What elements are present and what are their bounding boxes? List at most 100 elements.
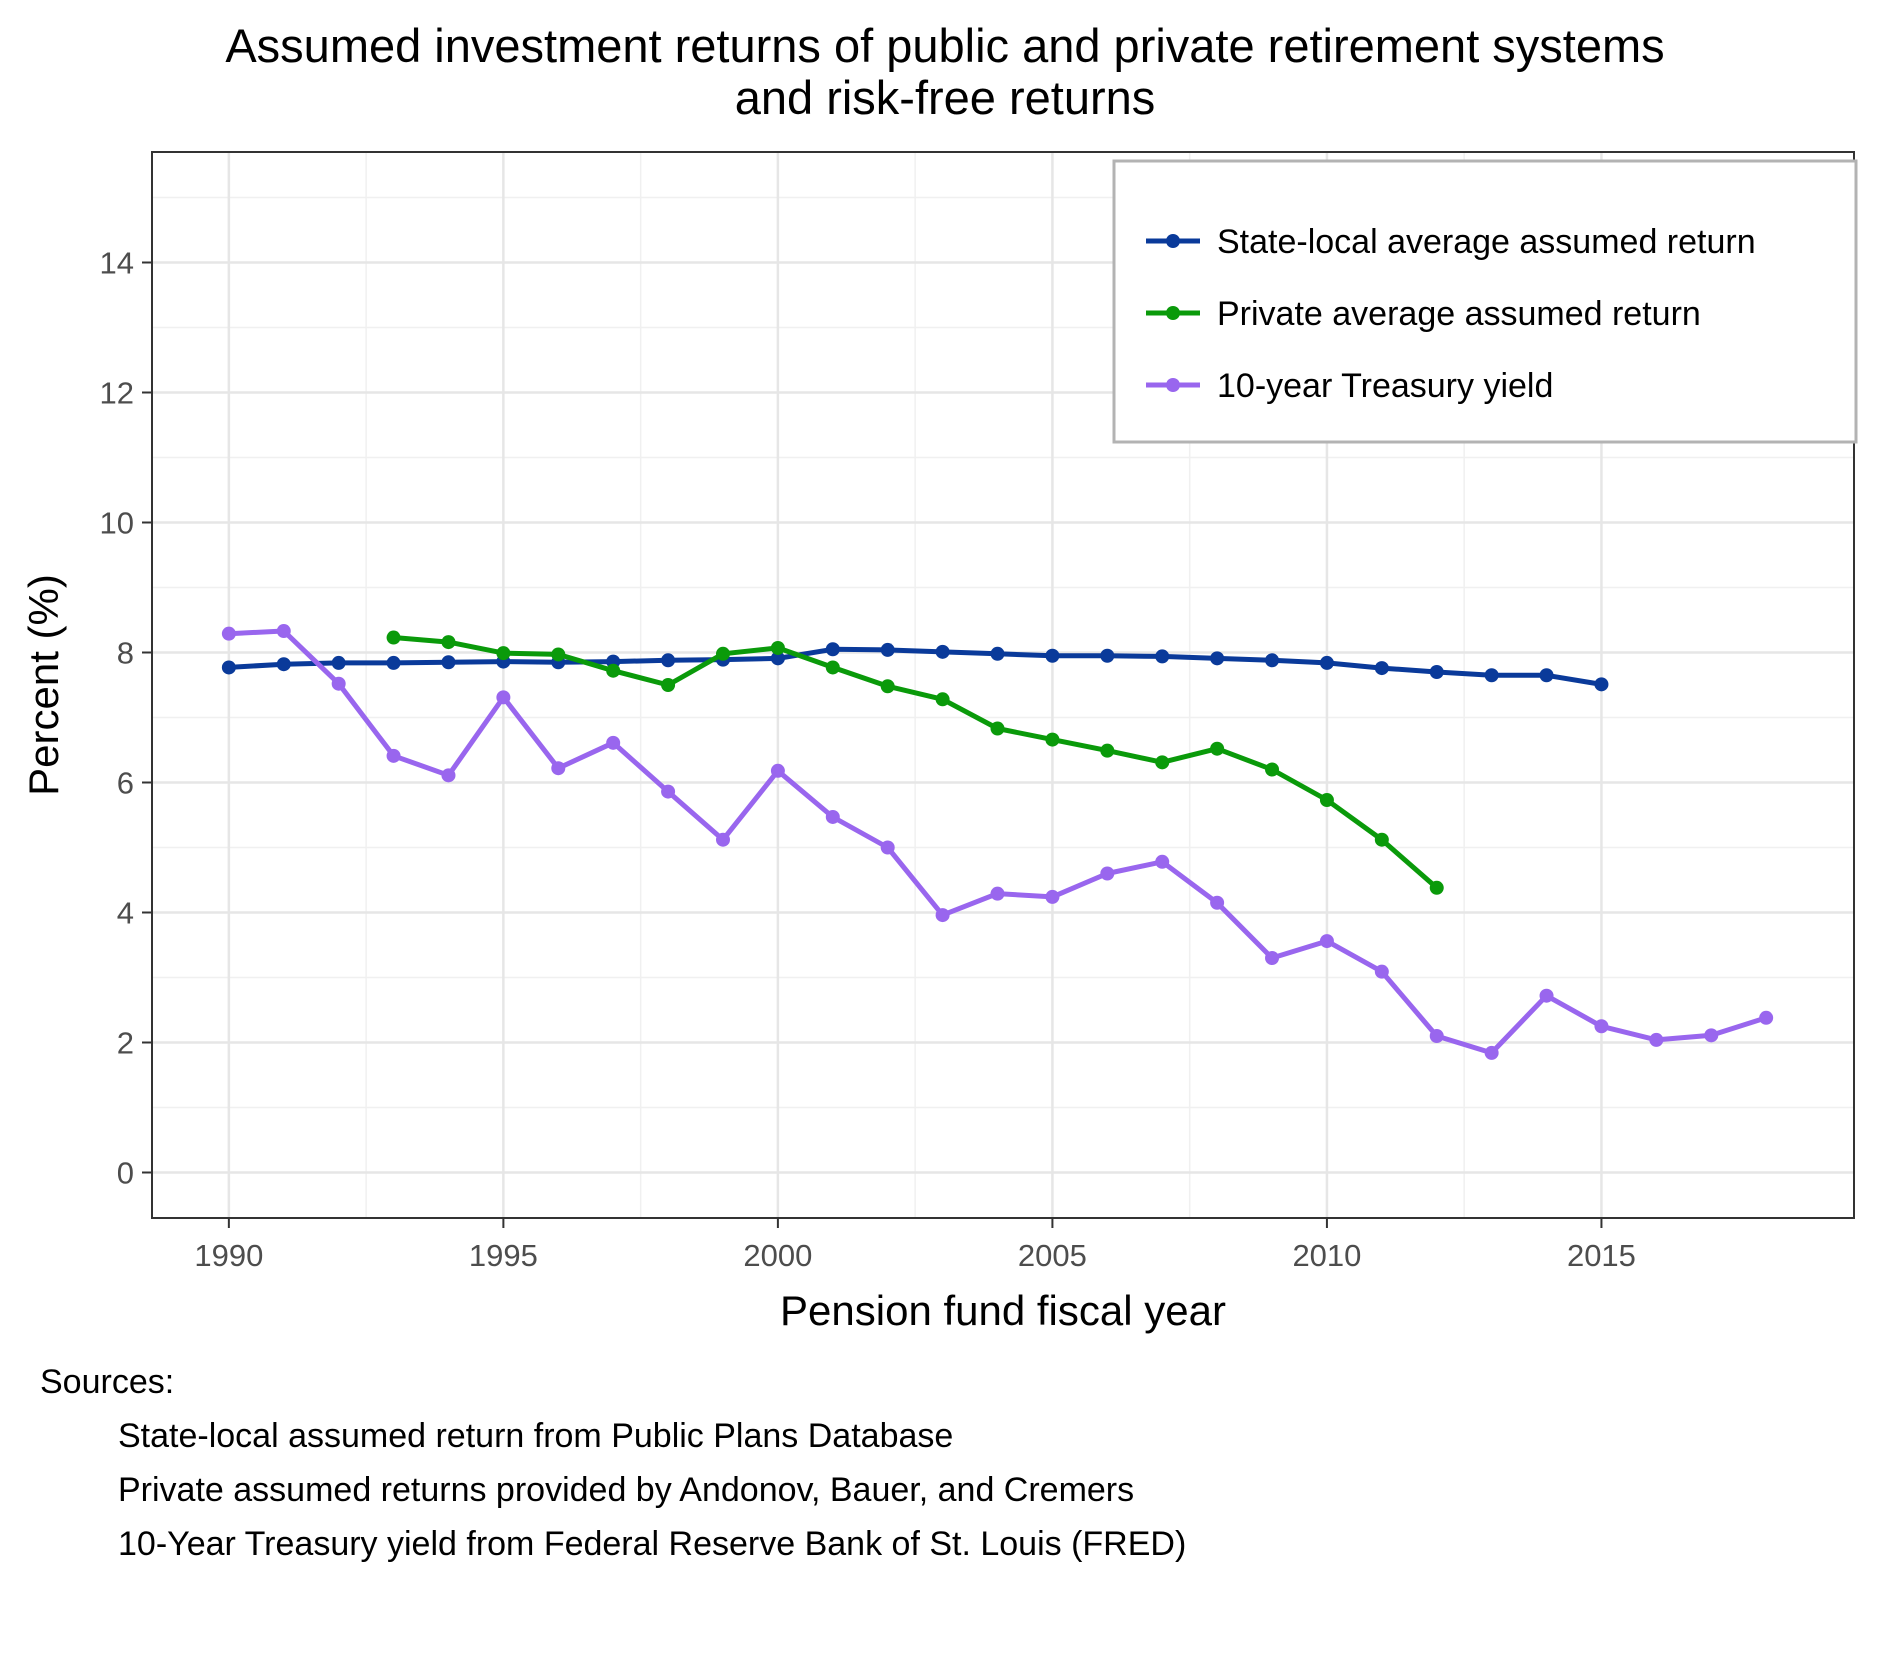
y-tick-label: 2 bbox=[117, 1026, 134, 1061]
x-tick-label: 1990 bbox=[194, 1238, 263, 1273]
data-point bbox=[1155, 649, 1170, 664]
legend-label: Private average assumed return bbox=[1217, 295, 1701, 333]
data-point bbox=[1319, 655, 1334, 670]
data-point bbox=[1594, 677, 1609, 692]
data-point bbox=[496, 646, 511, 661]
data-point bbox=[661, 784, 676, 799]
data-point bbox=[386, 748, 401, 763]
data-point bbox=[1210, 741, 1225, 756]
data-point bbox=[331, 655, 346, 670]
y-tick-label: 12 bbox=[100, 376, 134, 411]
legend-item: Private average assumed return bbox=[1146, 295, 1701, 333]
series-3 bbox=[221, 624, 1774, 1060]
data-point bbox=[386, 655, 401, 670]
x-tick-label: 2015 bbox=[1567, 1238, 1636, 1273]
data-point bbox=[1374, 661, 1389, 676]
x-tick-label: 2010 bbox=[1292, 1238, 1361, 1273]
x-axis-title: Pension fund fiscal year bbox=[780, 1287, 1226, 1334]
source-item: Private assumed returns provided by Ando… bbox=[118, 1471, 1135, 1509]
data-point bbox=[1155, 854, 1170, 869]
legend-swatch-point bbox=[1166, 378, 1180, 392]
data-point bbox=[1045, 732, 1060, 747]
data-point bbox=[1429, 1029, 1444, 1043]
source-item: State-local assumed return from Public P… bbox=[118, 1417, 954, 1455]
y-tick-label: 10 bbox=[100, 506, 134, 541]
x-tick-label: 2005 bbox=[1018, 1238, 1087, 1273]
y-axis-title: Percent (%) bbox=[20, 574, 67, 796]
legend: State-local average assumed return Privat… bbox=[1112, 159, 1858, 444]
data-point bbox=[825, 809, 840, 824]
series-line bbox=[226, 646, 1604, 687]
data-point bbox=[1100, 866, 1115, 881]
data-point bbox=[770, 640, 785, 655]
data-point bbox=[990, 886, 1005, 901]
data-point bbox=[661, 653, 676, 668]
data-point bbox=[551, 647, 566, 662]
data-point bbox=[441, 655, 456, 670]
data-point bbox=[1429, 880, 1444, 895]
data-point bbox=[770, 651, 785, 666]
data-point bbox=[715, 832, 730, 847]
data-point bbox=[1100, 743, 1115, 758]
sources-heading: Sources: bbox=[40, 1363, 175, 1401]
data-point bbox=[1484, 1045, 1499, 1060]
data-point bbox=[551, 761, 566, 776]
legend-swatch-point bbox=[1166, 234, 1180, 248]
data-point bbox=[990, 646, 1005, 661]
data-point bbox=[1374, 964, 1389, 979]
data-point bbox=[935, 908, 950, 923]
series-line bbox=[391, 635, 1440, 891]
plot-border bbox=[151, 151, 1855, 1219]
data-point bbox=[1374, 832, 1389, 847]
data-point bbox=[1265, 951, 1280, 965]
chart-title-line-2: and risk-free returns bbox=[734, 71, 1156, 124]
data-point bbox=[770, 763, 785, 778]
data-point bbox=[935, 692, 950, 707]
x-tick-label: 2000 bbox=[743, 1238, 812, 1273]
data-point bbox=[1319, 793, 1334, 808]
data-point bbox=[1759, 1010, 1774, 1025]
data-point bbox=[880, 679, 895, 694]
y-tick-label: 0 bbox=[117, 1156, 134, 1191]
data-point bbox=[441, 768, 456, 783]
data-point bbox=[1210, 651, 1225, 666]
y-tick-label: 4 bbox=[117, 896, 134, 931]
series-line bbox=[226, 628, 1769, 1056]
data-point bbox=[1704, 1028, 1719, 1043]
data-point bbox=[221, 626, 236, 641]
data-point bbox=[661, 678, 676, 692]
data-point bbox=[1265, 653, 1280, 668]
data-point bbox=[1319, 934, 1334, 949]
source-item: 10-Year Treasury yield from Federal Rese… bbox=[118, 1525, 1187, 1563]
legend-swatch-point bbox=[1166, 306, 1180, 320]
data-point bbox=[825, 642, 840, 657]
data-point bbox=[1100, 648, 1115, 663]
data-point bbox=[1594, 1019, 1609, 1034]
data-point bbox=[715, 646, 730, 661]
y-tick-label: 6 bbox=[117, 766, 134, 801]
data-point bbox=[276, 624, 291, 639]
y-tick-label: 14 bbox=[100, 246, 134, 281]
data-point bbox=[880, 840, 895, 855]
y-tick-label: 8 bbox=[117, 636, 134, 671]
legend-item: 10-year Treasury yield bbox=[1146, 367, 1553, 405]
data-point bbox=[1045, 889, 1060, 904]
data-point bbox=[825, 660, 840, 675]
series-layer bbox=[221, 624, 1774, 1060]
axes: 1990 1995 2000 2005 2010 2015 0 2 4 6 8 10 12 14 bbox=[100, 246, 1636, 1274]
x-tick-label: 1995 bbox=[469, 1238, 538, 1273]
sources-note: Sources: State-local assumed return from… bbox=[40, 1355, 1186, 1571]
data-point bbox=[496, 690, 511, 705]
data-point bbox=[1210, 895, 1225, 910]
data-point bbox=[386, 630, 401, 645]
legend-label: State-local average assumed return bbox=[1217, 223, 1756, 261]
data-point bbox=[441, 635, 456, 650]
data-point bbox=[221, 660, 236, 675]
series-2 bbox=[386, 630, 1444, 895]
data-point bbox=[880, 642, 895, 657]
data-point bbox=[276, 657, 291, 672]
data-point bbox=[1155, 755, 1170, 770]
legend-box bbox=[1112, 159, 1858, 444]
data-point bbox=[1429, 665, 1444, 679]
